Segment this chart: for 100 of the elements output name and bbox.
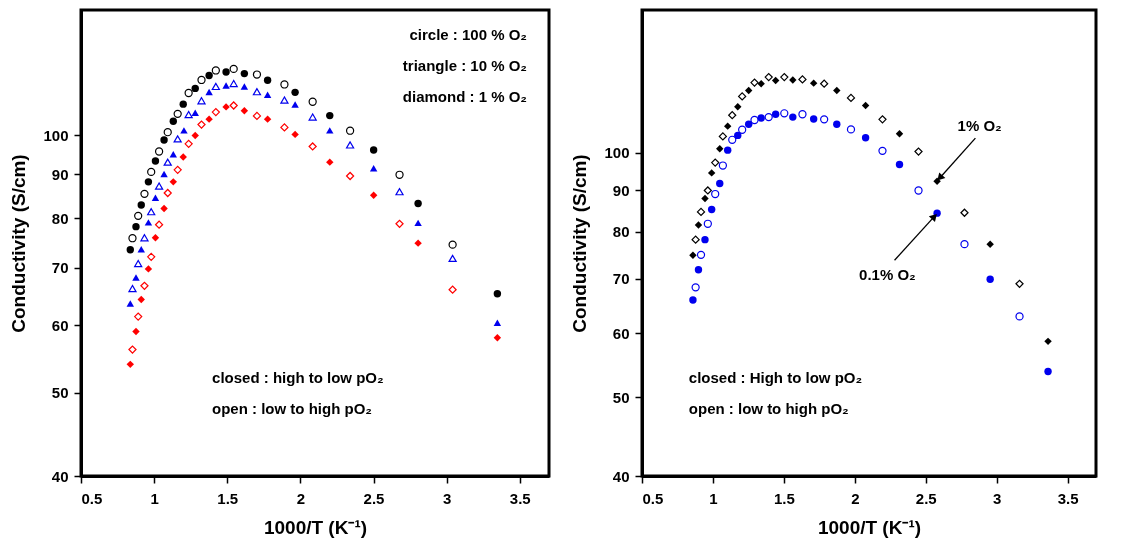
point [711, 158, 720, 167]
point [184, 110, 193, 119]
y-tick-label: 100 [43, 126, 69, 144]
point [240, 83, 249, 90]
annotation: circle : 100 % O₂ [409, 26, 527, 43]
point [369, 164, 378, 172]
point [689, 251, 697, 260]
point [707, 205, 716, 214]
point [780, 72, 789, 82]
x-axis-title: 1000/T (K⁻¹) [817, 516, 922, 538]
y-tick-label: 60 [51, 316, 69, 334]
point [179, 100, 187, 108]
point [878, 115, 887, 124]
x-tick-label: 2.5 [915, 489, 937, 507]
point [345, 141, 355, 149]
point [191, 131, 199, 140]
point [132, 274, 140, 281]
y-tick-label: 40 [51, 467, 69, 485]
point [160, 204, 168, 213]
point [691, 235, 700, 244]
point [128, 284, 137, 293]
x-tick-label: 2 [296, 489, 306, 507]
point [878, 146, 887, 155]
point [728, 111, 737, 120]
point [280, 123, 289, 132]
point [144, 265, 153, 273]
point [173, 165, 182, 174]
point [163, 128, 172, 137]
point [757, 114, 765, 122]
point [820, 115, 829, 124]
point [263, 115, 272, 123]
point [160, 170, 168, 178]
point [211, 66, 220, 75]
point [184, 88, 193, 98]
y-tick-label: 50 [51, 384, 69, 402]
y-tick-label: 70 [612, 270, 630, 288]
point [137, 201, 145, 209]
point [252, 70, 262, 79]
y-tick-label: 70 [51, 259, 69, 277]
point [1015, 312, 1024, 321]
x-tick-label: 1.5 [217, 489, 239, 507]
point [744, 120, 753, 128]
point [789, 113, 797, 121]
y-tick-label: 90 [612, 181, 630, 199]
point [197, 75, 206, 85]
point [728, 135, 737, 144]
point [689, 296, 697, 304]
point [1044, 367, 1052, 376]
x-tick-label: 1.5 [773, 489, 795, 507]
point [345, 171, 355, 181]
point [809, 79, 818, 87]
point [734, 131, 742, 140]
point [986, 275, 994, 283]
point [703, 219, 712, 228]
point [147, 167, 156, 177]
point [701, 235, 709, 244]
point [140, 281, 149, 290]
point [448, 254, 457, 263]
point [197, 120, 206, 129]
y-tick-label: 40 [612, 467, 630, 485]
x-tick-label: 0.5 [81, 489, 103, 507]
x-tick-label: 2 [851, 489, 860, 507]
point [711, 189, 720, 199]
point [144, 178, 153, 186]
annotation: 0.1% O₂ [859, 265, 916, 283]
point [291, 88, 299, 97]
point [960, 208, 969, 217]
point [798, 110, 807, 119]
point [895, 130, 904, 138]
point [191, 109, 199, 116]
x-tick-label: 3.5 [1057, 489, 1079, 507]
point [764, 112, 773, 122]
point [395, 170, 404, 179]
annotation: closed : High to low pO₂ [688, 369, 863, 387]
point [154, 182, 164, 190]
point [147, 208, 156, 216]
point [718, 132, 727, 141]
point [184, 139, 193, 148]
point [163, 188, 172, 198]
point [707, 169, 716, 177]
point [132, 327, 140, 336]
point [308, 97, 317, 106]
point [151, 194, 160, 202]
point [240, 106, 249, 115]
point [126, 300, 134, 307]
point [895, 160, 904, 169]
point [414, 199, 422, 208]
point [222, 82, 230, 89]
point [128, 345, 137, 354]
point [414, 219, 422, 227]
point [126, 245, 134, 254]
y-tick-label: 80 [612, 223, 630, 241]
point [169, 178, 177, 186]
point [750, 78, 759, 87]
y-tick-label: 60 [612, 324, 630, 342]
point [723, 146, 732, 154]
point [160, 136, 168, 144]
point [696, 250, 706, 259]
x-tick-label: 1 [709, 489, 718, 507]
annotation: closed : high to low pO₂ [212, 369, 384, 387]
